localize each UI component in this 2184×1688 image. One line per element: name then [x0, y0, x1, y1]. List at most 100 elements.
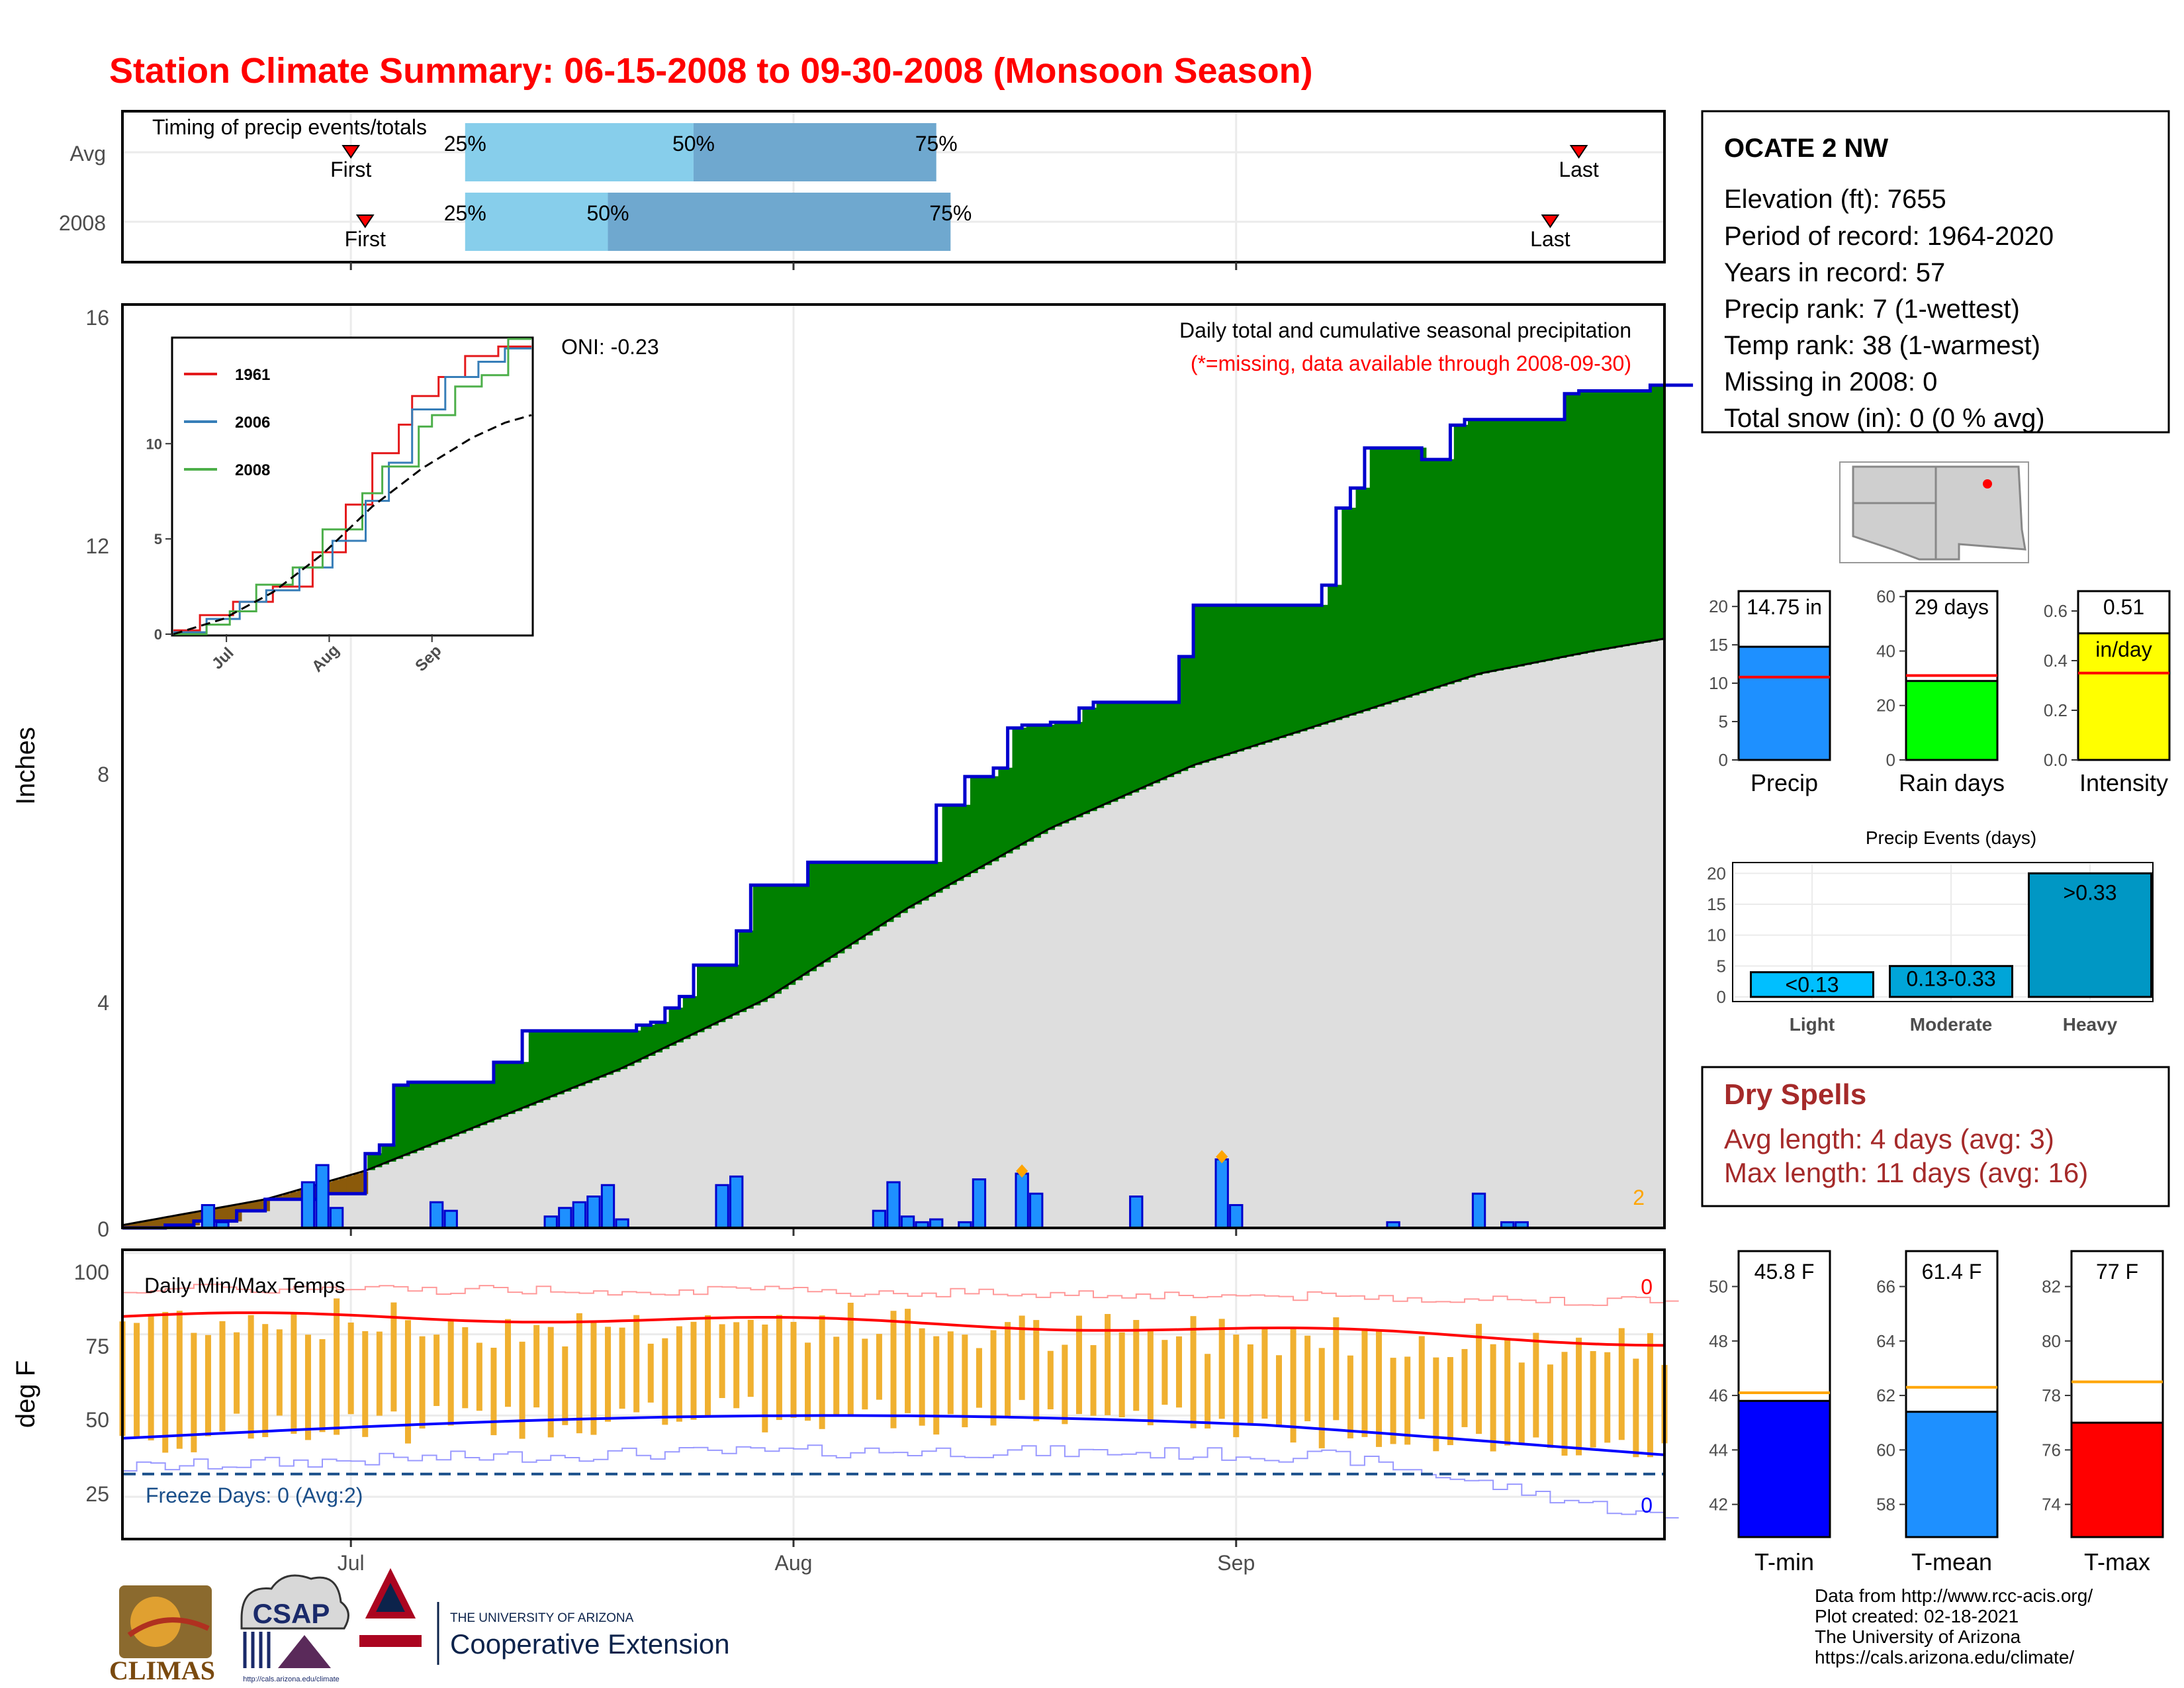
daily-temp-bar: [176, 1311, 183, 1449]
inset-frame: [171, 336, 534, 637]
temp-summary-bar-t-max: [2070, 1421, 2164, 1538]
station-years: Years in record: 57: [1724, 258, 1945, 287]
daily-temp-bar: [1576, 1337, 1582, 1456]
station-name: OCATE 2 NW: [1724, 134, 1888, 163]
total-ytick-label: 60: [1876, 586, 1895, 606]
temp-summary-ytick-label: 78: [2042, 1385, 2061, 1405]
daily-temp-bar: [847, 1302, 854, 1415]
daily-temp-bar: [1404, 1356, 1411, 1445]
events-bar-heavy: [2028, 872, 2152, 998]
temp-ylabel: deg F: [11, 1360, 40, 1428]
precip-corner-count: 2: [1633, 1186, 1645, 1209]
daily-temp-bar: [162, 1311, 169, 1453]
average-cumulative-line: [122, 637, 1665, 1227]
temp-summary-label: T-min: [1754, 1548, 1814, 1575]
ua-a-mark: [365, 1568, 416, 1618]
daily-temp-bar: [347, 1322, 354, 1415]
events-bar-label: >0.33: [2064, 880, 2117, 904]
ua-a-base: [359, 1635, 422, 1647]
daily-temp-bar: [876, 1334, 882, 1400]
daily-temp-bar: [362, 1331, 369, 1437]
daily-temp-bar: [862, 1338, 868, 1410]
precip-ytick-4: 4: [97, 991, 109, 1015]
daily-temp-bar: [962, 1335, 968, 1428]
daily-precip-bar: [315, 1164, 330, 1229]
daily-temp-bar: [576, 1313, 582, 1434]
temp-ytick-50: 50: [85, 1408, 109, 1432]
precip-frame: [121, 303, 1666, 1229]
x-tick-label-aug: Aug: [775, 1551, 813, 1575]
total-category-label: Intensity: [2079, 769, 2168, 796]
inset-legend-label: 2006: [235, 414, 270, 432]
precip-ytick-12: 12: [85, 534, 109, 558]
station-missing: Missing in 2008: 0: [1724, 367, 1937, 397]
daily-temp-bar: [662, 1338, 668, 1425]
station-location-marker: [1983, 479, 1992, 489]
temp-summary-ytick-label: 60: [1876, 1440, 1895, 1460]
footer-line-2: Plot created: 02-18-2021: [1815, 1606, 2019, 1626]
daily-temp-bar: [1205, 1354, 1211, 1429]
daily-temp-bar: [191, 1333, 197, 1452]
daily-temp-bar: [1075, 1315, 1082, 1415]
daily-temp-bar: [1590, 1351, 1596, 1448]
temp-summary-ytick-label: 58: [1876, 1495, 1895, 1515]
timing-bar-q1: [465, 123, 694, 181]
daily-temp-bar: [134, 1323, 140, 1438]
timing-p25-label: 25%: [444, 201, 486, 225]
daily-temp-bar: [1290, 1327, 1297, 1443]
daily-precip-bar: [886, 1181, 901, 1229]
daily-temp-bar: [1361, 1328, 1368, 1437]
temp-count-bottom: 0: [1641, 1493, 1653, 1517]
dry-spells-max: Max length: 11 days (avg: 16): [1724, 1157, 2088, 1188]
daily-temp-bar: [490, 1347, 497, 1436]
daily-temp-bar: [390, 1302, 397, 1412]
temp-summary-ytick-label: 76: [2042, 1440, 2061, 1460]
daily-temp-bar: [933, 1336, 940, 1435]
station-period: Period of record: 1964-2020: [1724, 222, 2054, 251]
daily-temp-bar: [404, 1320, 411, 1444]
daily-temp-bar: [304, 1335, 311, 1440]
timing-panel: Timing of precip events/totals Avg 2008 …: [59, 110, 1666, 270]
precip-panel-subtitle: (*=missing, data available through 2008-…: [1191, 352, 1631, 375]
daily-precip-bar: [715, 1184, 729, 1229]
total-bar-precip: [1737, 645, 1831, 761]
temp-summary-ytick-label: 50: [1709, 1276, 1728, 1296]
inset-line-2008: [173, 338, 531, 635]
precip-panel: 16 12 8 4 0 Inches Daily total and cumul…: [11, 303, 1694, 1241]
events-category-label: Moderate: [1910, 1014, 1992, 1035]
daily-temp-bar: [705, 1315, 711, 1417]
daily-temp-bar: [547, 1327, 554, 1438]
precip-ytick-16: 16: [85, 306, 109, 330]
average-min-temp-line: [122, 1414, 1665, 1456]
daily-temp-bar: [376, 1331, 383, 1416]
station-precip-rank: Precip rank: 7 (1-wettest): [1724, 295, 2020, 324]
footer-line-1: Data from http://www.rcc-acis.org/: [1815, 1585, 2093, 1606]
daily-temp-bar: [1147, 1329, 1154, 1426]
temp-panel: 100 75 50 25 deg F Daily Min/Max Temps F…: [11, 1248, 1679, 1547]
inset-legend-label: 2008: [235, 461, 270, 479]
events-ytick-label: 15: [1707, 894, 1726, 914]
daily-temp-bar: [447, 1321, 454, 1426]
daily-temp-bar: [1133, 1320, 1140, 1411]
temp-count-top: 0: [1641, 1275, 1653, 1299]
inset-ytick-label: 10: [146, 436, 162, 452]
daily-temp-bar: [562, 1346, 569, 1425]
station-frame: [1701, 110, 2170, 434]
daily-temp-bar: [1490, 1344, 1496, 1452]
location-map: [1839, 461, 2029, 563]
daily-temp-bar: [1518, 1362, 1525, 1444]
station-snow: Total snow (in): 0 (0 % avg): [1724, 404, 2045, 433]
daily-precip-bar: [586, 1196, 601, 1229]
temp-summary-ytick-label: 66: [1876, 1276, 1895, 1296]
daily-temp-bar: [1618, 1328, 1625, 1440]
timing-bar-q1: [465, 193, 608, 251]
total-ytick-label: 0: [1719, 750, 1728, 770]
page-title: Station Climate Summary: 06-15-2008 to 0…: [109, 51, 1313, 91]
daily-temp-bar: [890, 1311, 897, 1429]
daily-temp-bar: [1447, 1357, 1453, 1446]
station-info-box: OCATE 2 NW Elevation (ft): 7655 Period o…: [1701, 110, 2170, 434]
precip-events-title: Precip Events (days): [1866, 827, 2036, 848]
temp-summary-ytick-label: 42: [1709, 1495, 1728, 1515]
timing-last-marker: [1569, 145, 1588, 159]
